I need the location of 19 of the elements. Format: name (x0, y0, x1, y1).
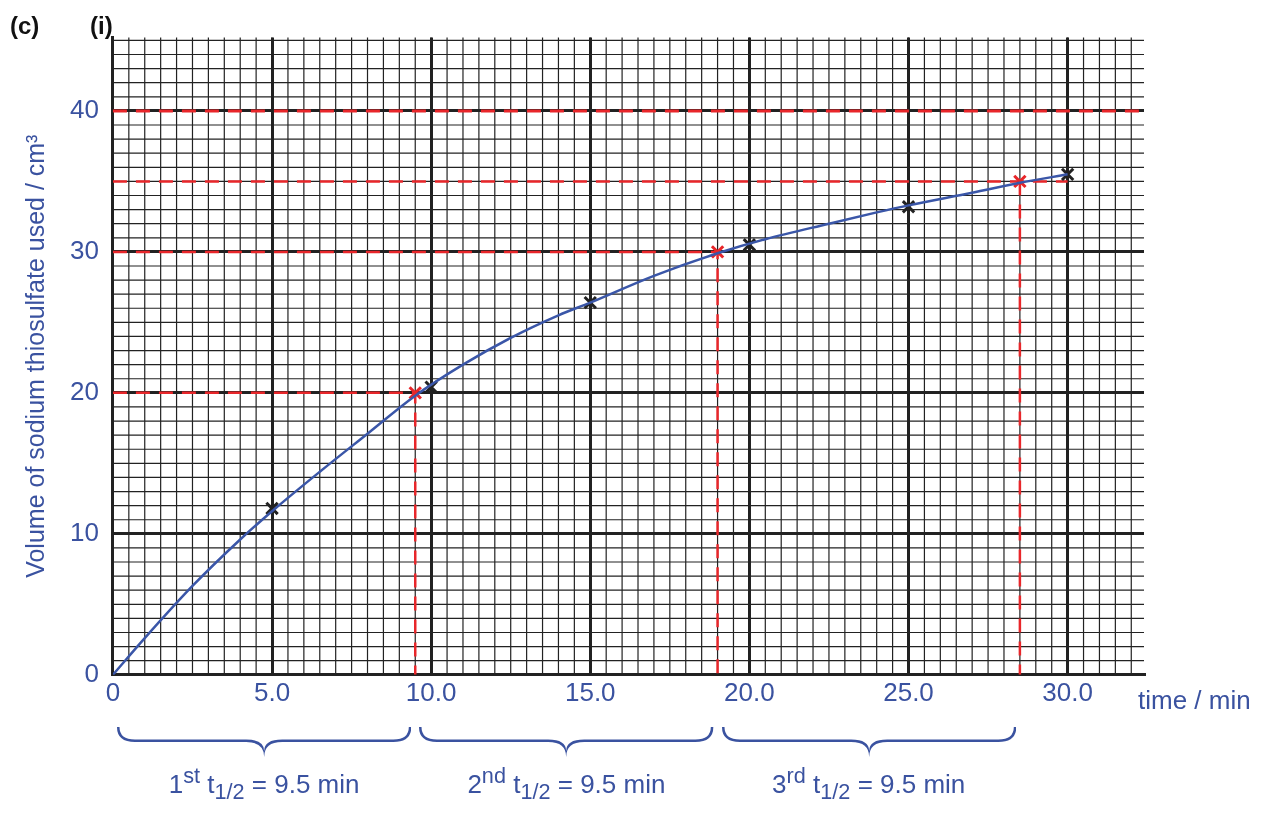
x-tick-label: 5.0 (253, 676, 291, 707)
x-tick-label: 25.0 (883, 676, 934, 707)
y-tick-label: 10 (70, 517, 99, 547)
x-tick-label: 0 (105, 676, 121, 707)
text: 2$^{nd}$ t$_{1/2}$ = 9.5 min (466, 762, 667, 805)
y-tick-label: 40 (70, 94, 99, 125)
x-axis-title: time / min (1138, 684, 1251, 716)
y-tick-label: 20 (70, 376, 99, 407)
x-tick-label: 15.0 (564, 676, 616, 707)
text: (c) (10, 12, 40, 40)
y-tick-label: 0 (84, 657, 99, 688)
x-tick-label: 10.0 (405, 676, 457, 707)
x-tick-label: 30.0 (1042, 676, 1093, 707)
text: 1$^{st}$ t$_{1/2}$ = 9.5 min (167, 762, 361, 805)
x-tick-label: 20.0 (724, 676, 775, 707)
text: 3$^{rd}$ t$_{1/2}$ = 9.5 min (771, 762, 967, 805)
y-tick-label: 30 (70, 235, 99, 266)
y-axis-title: Volume of sodium thiosulfate used / cm³ (20, 134, 49, 578)
text: (i) (90, 12, 113, 40)
